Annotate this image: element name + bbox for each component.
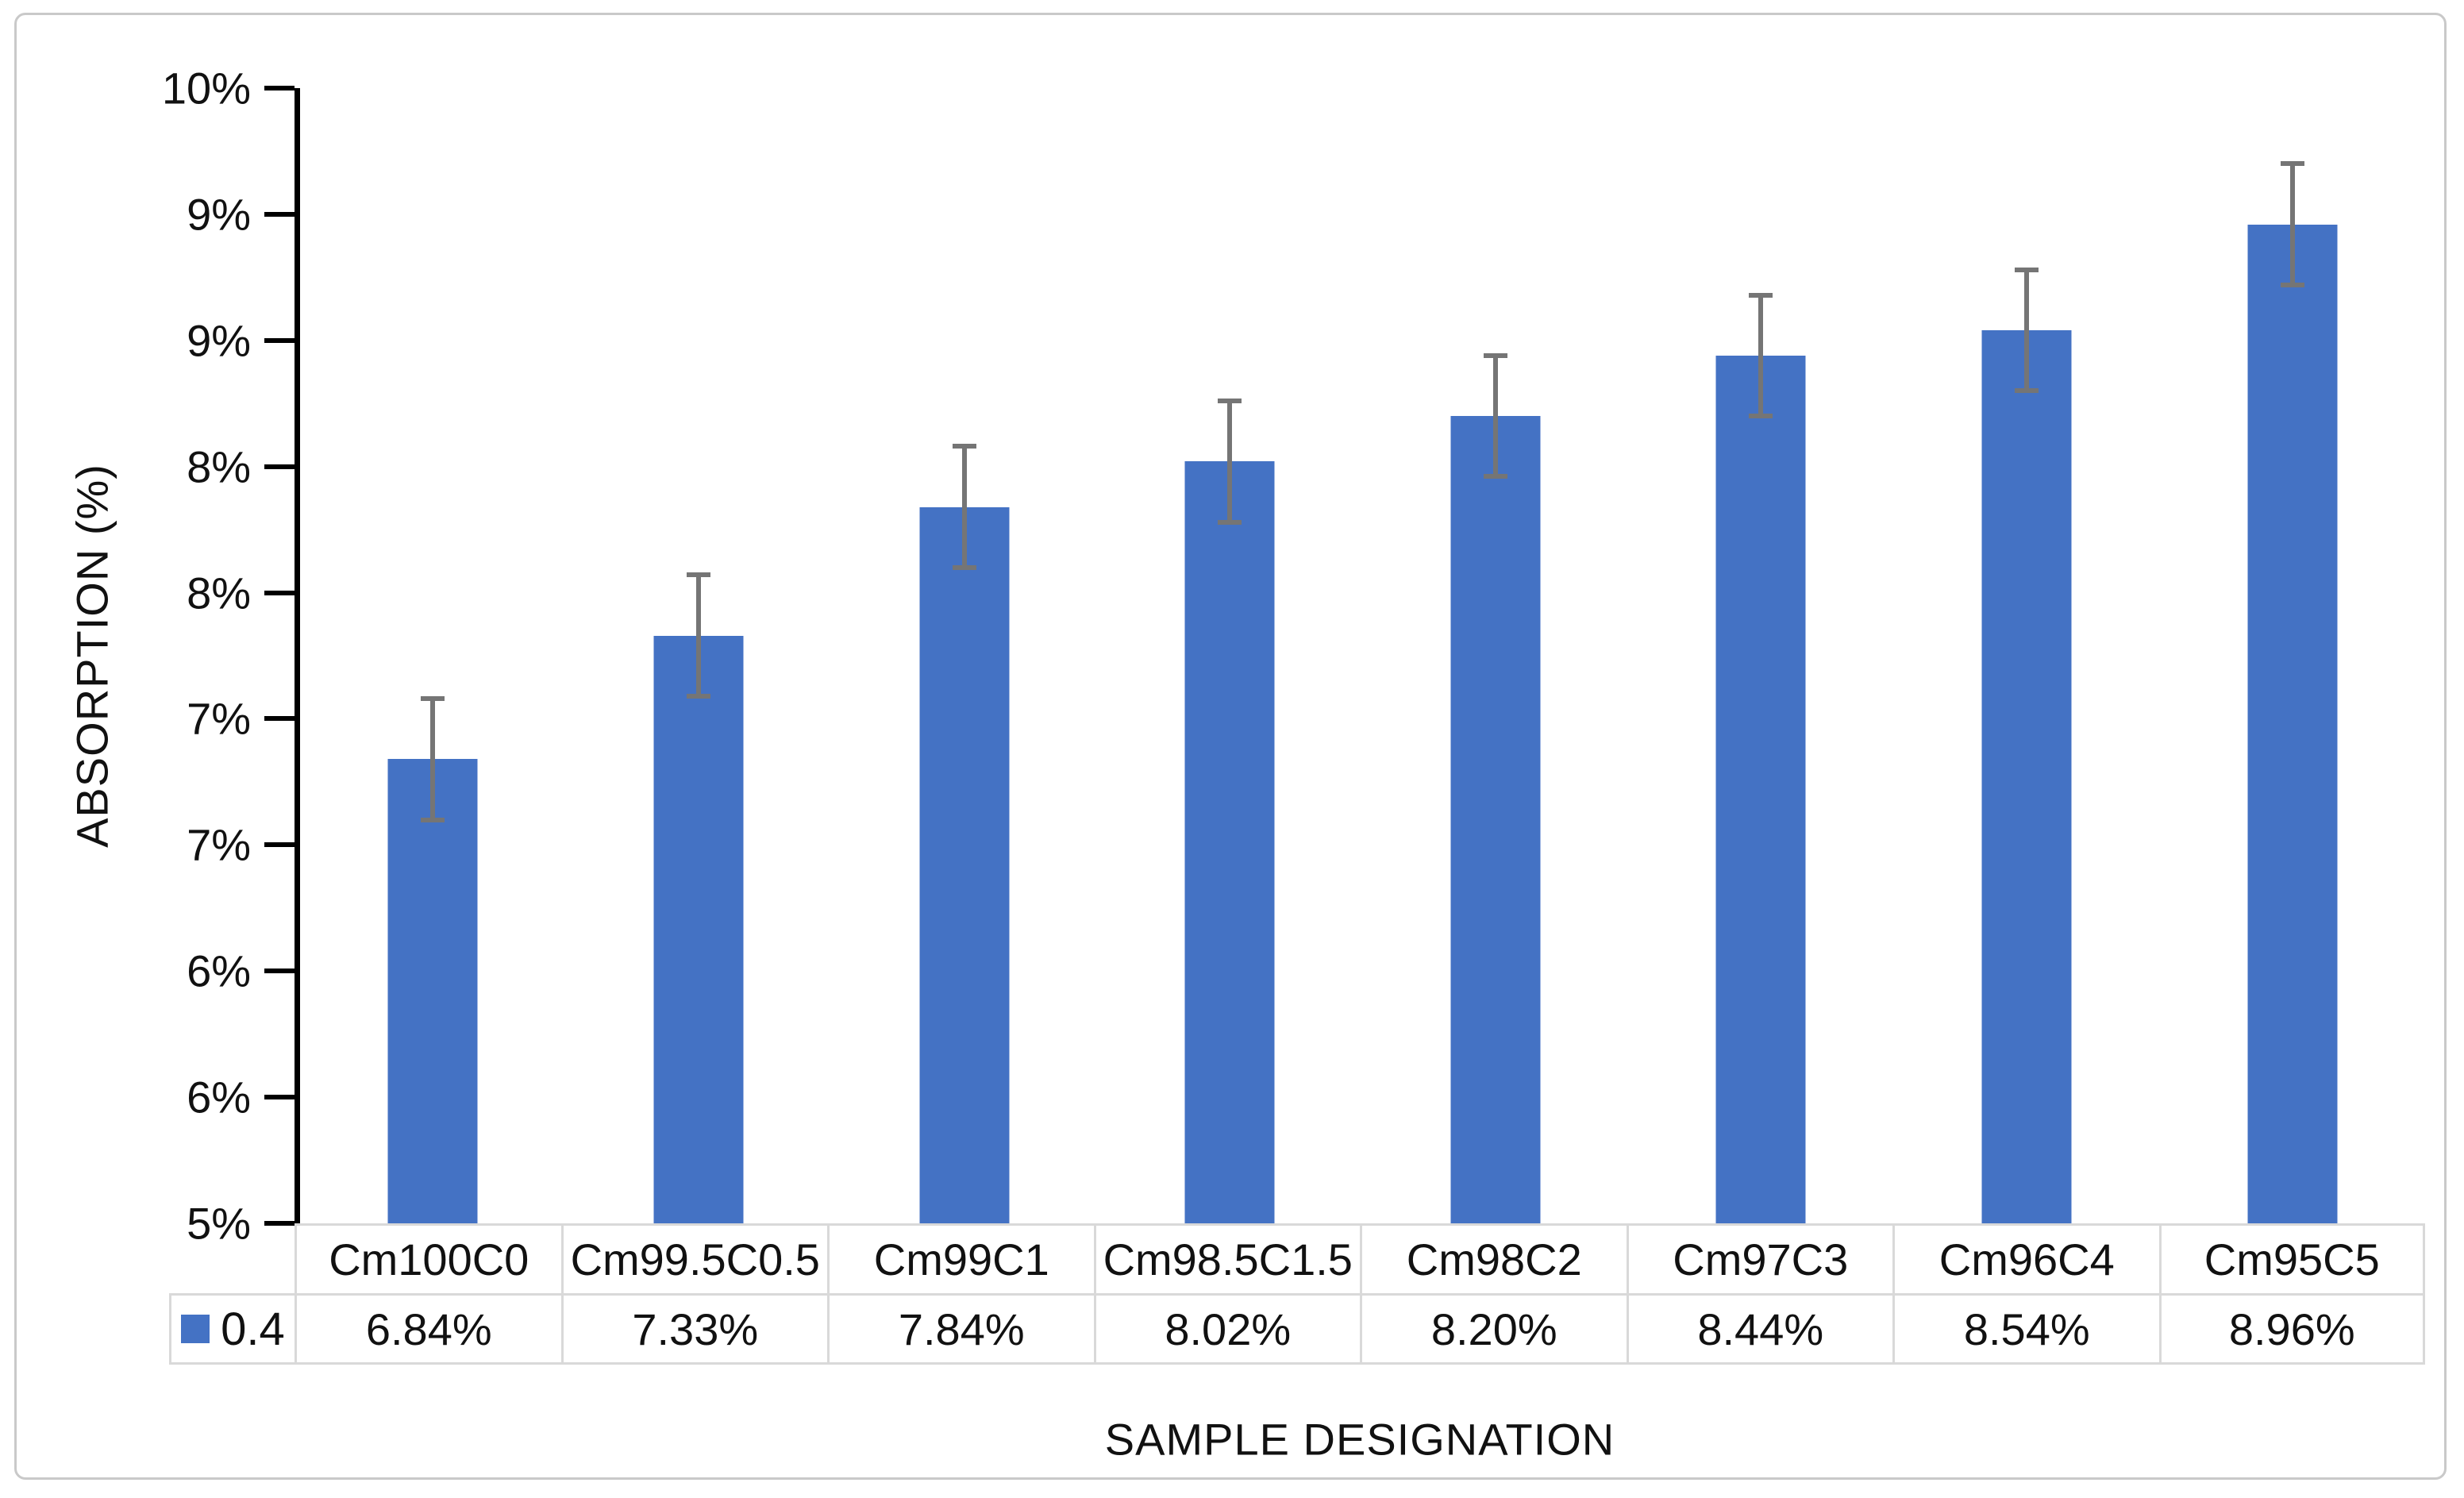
error-bar-cap-bottom — [686, 693, 710, 699]
bar-slot — [1628, 88, 1894, 1223]
error-bar-cap-top — [686, 572, 710, 578]
chart-frame: 10% 9% 9% 8% 8% 7% 7% 6% 6% 5% ABSORPTION (%) SAM… — [14, 13, 2447, 1480]
y-axis-title: ABSORPTION (%) — [67, 464, 117, 848]
table-category-header-cell: Cm99C1 — [827, 1223, 1094, 1293]
error-bar-stem — [1758, 295, 1764, 417]
y-axis-tick — [264, 337, 295, 343]
error-bar-stem — [1227, 401, 1233, 522]
error-bar-cap-top — [952, 444, 976, 449]
table-value-cell: 8.44% — [1626, 1293, 1892, 1365]
table-category-header-cell: Cm96C4 — [1892, 1223, 2159, 1293]
error-bar-cap-bottom — [2280, 282, 2304, 287]
table-value-cell: 8.96% — [2158, 1293, 2425, 1365]
bar-slot — [1363, 88, 1629, 1223]
error-bar-cap-bottom — [421, 817, 445, 822]
bar — [919, 506, 1010, 1223]
error-bar-cap-top — [2280, 161, 2304, 167]
y-axis-tick — [264, 590, 295, 595]
y-axis-tick-label: 8% — [187, 568, 251, 618]
table-category-header-cell: Cm97C3 — [1626, 1223, 1892, 1293]
bar-slot — [1894, 88, 2160, 1223]
data-table: Cm100C0 Cm99.5C0.5 Cm99C1 Cm98.5C1.5 Cm98C2 C… — [169, 1223, 2425, 1365]
y-axis-tick-label: 6% — [187, 1072, 251, 1123]
y-axis-tick-label: 6% — [187, 945, 251, 996]
error-bar-stem — [2289, 164, 2295, 285]
error-bar-stem — [2024, 269, 2030, 391]
table-category-header-cell: Cm98C2 — [1360, 1223, 1627, 1293]
bar-slot — [1097, 88, 1363, 1223]
y-axis-tick-label: 7% — [187, 693, 251, 744]
error-bar-cap-bottom — [952, 564, 976, 570]
error-bar-cap-top — [1218, 399, 1242, 404]
y-axis-tick — [264, 464, 295, 469]
error-bar-stem — [961, 446, 967, 568]
error-bar-cap-top — [2015, 267, 2039, 272]
bar-slot — [2159, 88, 2425, 1223]
error-bar-stem — [695, 575, 701, 696]
table-value-cell: 8.20% — [1360, 1293, 1627, 1365]
y-axis-tick — [264, 1095, 295, 1100]
y-axis-tick-label: 10% — [161, 63, 251, 114]
bar — [1184, 461, 1275, 1223]
error-bar-cap-top — [1483, 352, 1507, 358]
bar-slot — [831, 88, 1097, 1223]
y-axis-tick-label: 5% — [187, 1198, 251, 1249]
error-bar-stem — [430, 699, 436, 820]
y-axis-tick-label: 8% — [187, 441, 251, 492]
legend-series-label: 0.4 — [221, 1303, 285, 1355]
bar-slot — [566, 88, 832, 1223]
table-value-cell: 8.54% — [1892, 1293, 2159, 1365]
table-value-cell: 7.33% — [560, 1293, 827, 1365]
y-axis-tick-label: 7% — [187, 819, 251, 870]
y-axis-tick — [264, 211, 295, 217]
table-value-cell: 6.84% — [295, 1293, 561, 1365]
error-bar-stem — [1492, 355, 1498, 477]
y-axis-tick — [264, 842, 295, 848]
error-bar-cap-bottom — [1749, 414, 1773, 419]
error-bar-cap-bottom — [2015, 388, 2039, 394]
plot-area: 10% 9% 9% 8% 8% 7% 7% 6% 6% 5% — [162, 64, 2425, 1249]
y-axis-tick — [264, 969, 295, 974]
y-axis-tick — [264, 1221, 295, 1226]
error-bar-cap-bottom — [1483, 474, 1507, 479]
error-bar-cap-bottom — [1218, 519, 1242, 525]
bar — [653, 635, 744, 1223]
legend-swatch — [181, 1315, 210, 1343]
bar-slot — [300, 88, 566, 1223]
y-axis-tick-label: 9% — [187, 315, 251, 366]
y-axis-tick — [264, 86, 295, 90]
table-value-cell: 7.84% — [827, 1293, 1094, 1365]
table-category-header-cell: Cm98.5C1.5 — [1093, 1223, 1360, 1293]
table-corner-cell — [169, 1223, 295, 1293]
bar — [2247, 224, 2338, 1223]
y-axis-tick — [264, 716, 295, 722]
table-value-cell: 8.02% — [1093, 1293, 1360, 1365]
table-category-header-cell: Cm100C0 — [295, 1223, 561, 1293]
bar — [1450, 416, 1541, 1223]
x-axis-title: SAMPLE DESIGNATION — [1104, 1414, 1615, 1465]
table-category-header-cell: Cm99.5C0.5 — [560, 1223, 827, 1293]
bar — [387, 759, 478, 1223]
y-axis-tick-label: 9% — [187, 189, 251, 240]
error-bar-cap-top — [421, 696, 445, 702]
error-bar-cap-top — [1749, 292, 1773, 298]
bar — [1981, 330, 2072, 1223]
legend-key-cell: 0.4 — [169, 1293, 295, 1365]
table-category-header-cell: Cm95C5 — [2158, 1223, 2425, 1293]
bar — [1715, 355, 1806, 1223]
